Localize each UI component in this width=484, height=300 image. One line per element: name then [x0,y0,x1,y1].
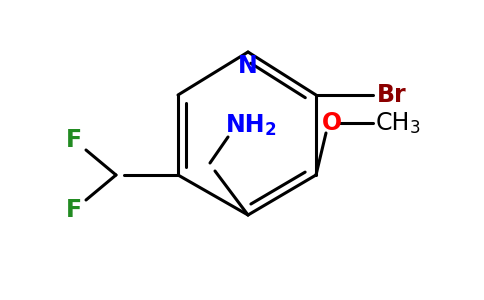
Text: 3: 3 [409,119,420,137]
Text: CH: CH [376,111,410,135]
Text: O: O [322,111,342,135]
Text: Br: Br [377,83,407,107]
Text: 2: 2 [264,121,276,139]
Text: N: N [238,54,258,78]
Text: NH: NH [226,113,266,137]
Text: F: F [66,128,82,152]
Text: F: F [66,198,82,222]
